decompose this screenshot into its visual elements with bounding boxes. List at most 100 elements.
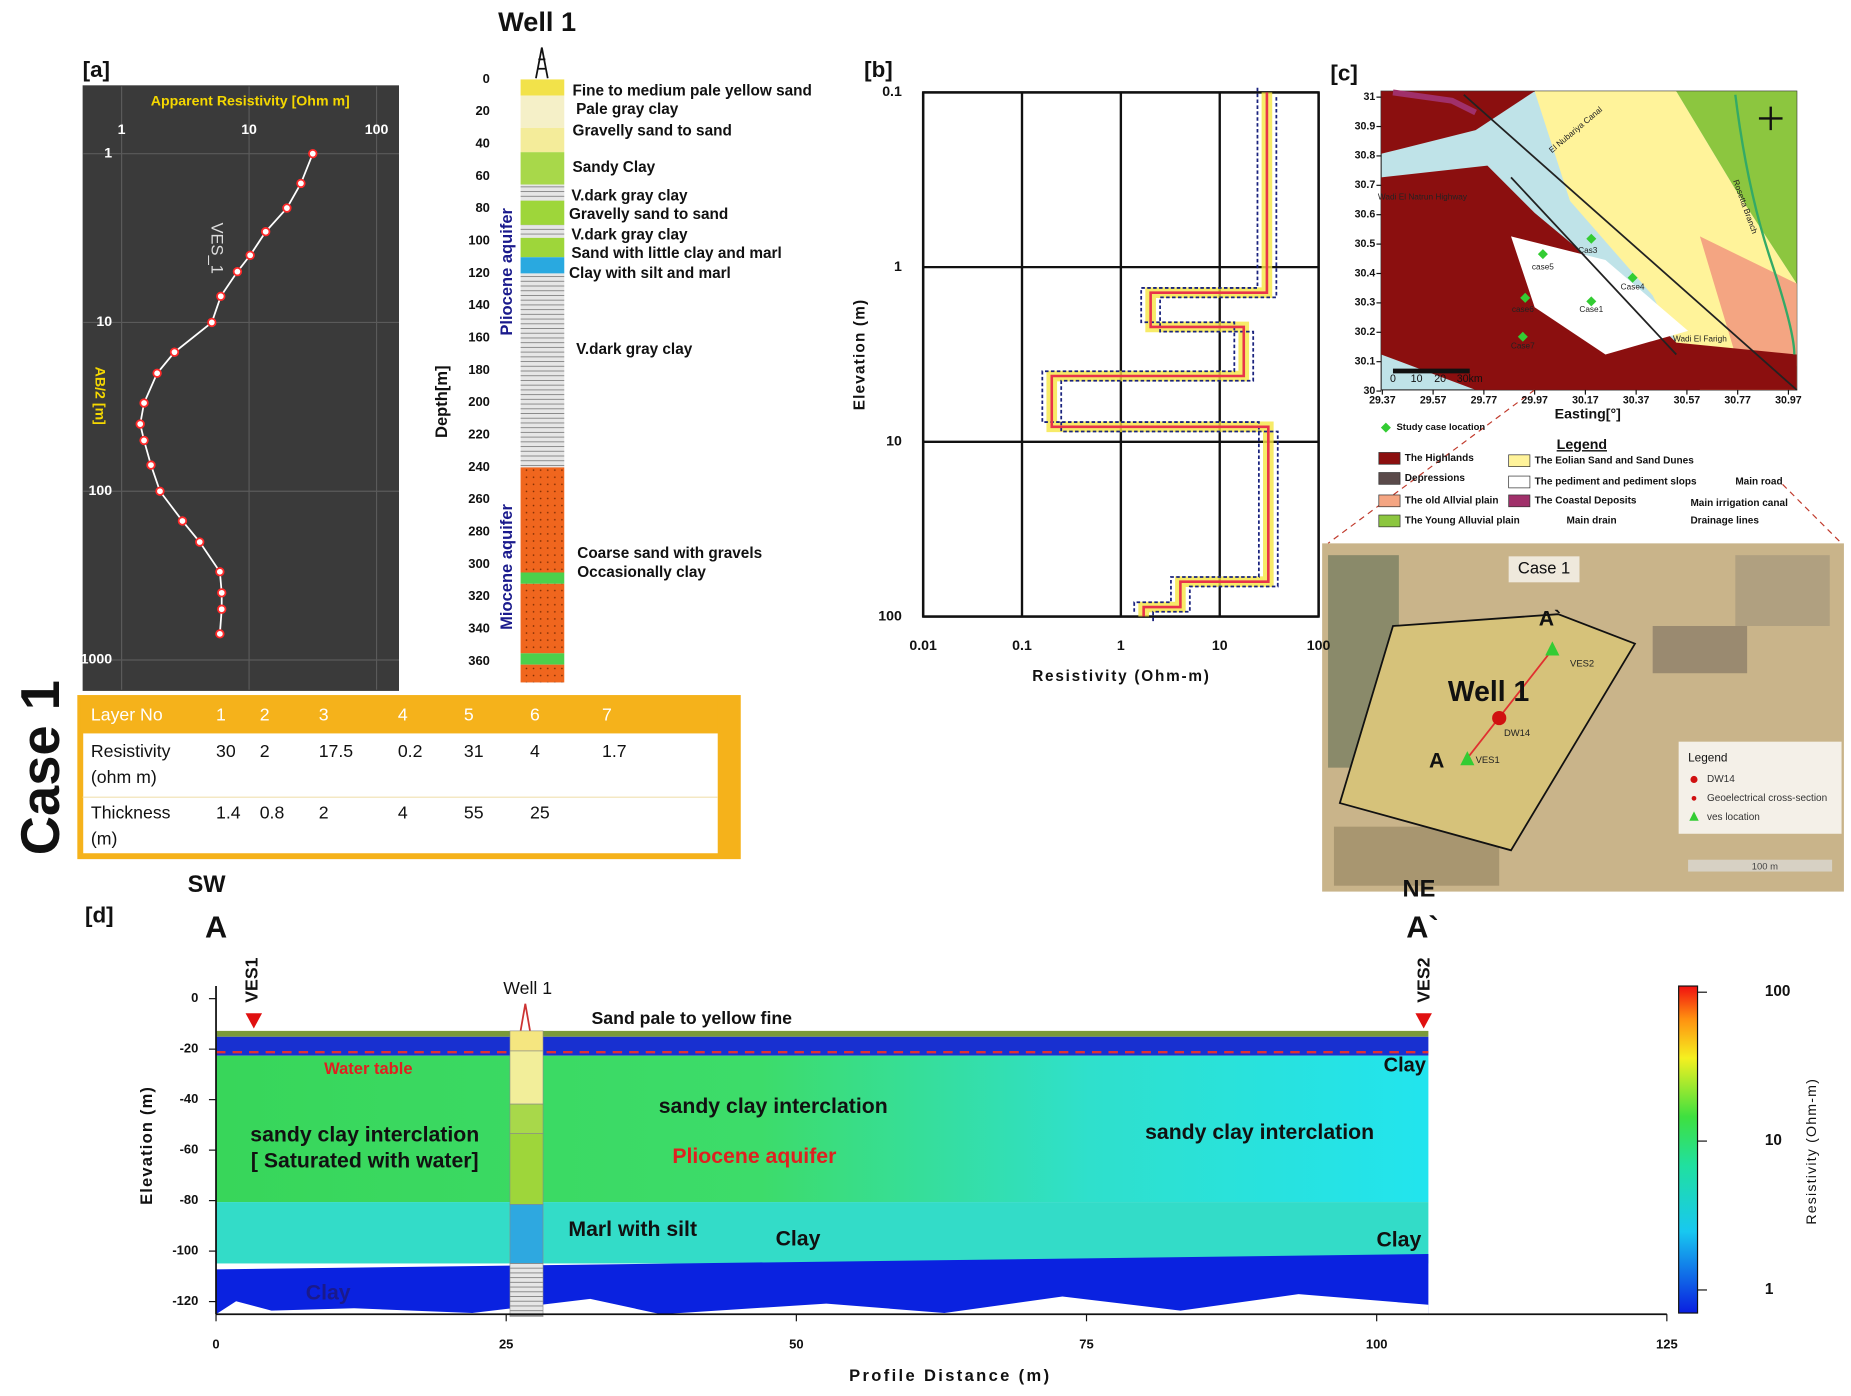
- lithology-layer: [520, 95, 565, 128]
- legend-swatch: [1508, 494, 1531, 508]
- satellite-scale-label: 100 m: [1752, 861, 1778, 872]
- section-layer: [216, 1202, 1429, 1264]
- section-label: Sand pale to yellow fine: [592, 1008, 793, 1028]
- colorbar-tick-label: 100: [1765, 983, 1791, 1000]
- map-legend-label: Main road: [1735, 477, 1782, 488]
- lithology-layer: [520, 127, 565, 153]
- y-tick-label: -80: [180, 1192, 199, 1207]
- x-tick-label: 75: [1079, 1336, 1093, 1351]
- table-row-label: (ohm m): [91, 767, 157, 787]
- colorbar-tick-label: 10: [1765, 1132, 1782, 1149]
- lithology-label: V.dark gray clay: [571, 226, 688, 243]
- map-road: [1463, 94, 1798, 391]
- table-header: 1: [216, 704, 226, 724]
- map-x-tick-label: 30.97: [1775, 394, 1802, 406]
- lithology-layer: [520, 79, 565, 96]
- case-label: Case 1: [10, 680, 71, 855]
- aquifer-label: Miocene aquifer: [497, 504, 516, 630]
- table-cell: 55: [464, 802, 484, 822]
- table-cell: 31: [464, 741, 484, 761]
- satellite-legend-title: Legend: [1688, 750, 1727, 764]
- map-y-tick-label: 30.9: [1355, 120, 1376, 132]
- lithology-layer: [520, 152, 565, 185]
- map-y-tick-label: 31: [1363, 91, 1375, 103]
- y-tick-label: 10: [96, 314, 112, 330]
- lithology-layer: [520, 653, 565, 665]
- section-label: sandy clay interclation: [250, 1123, 479, 1147]
- ves-marker: [1415, 1013, 1432, 1029]
- depth-tick-label: 240: [468, 459, 490, 474]
- x-tick-label: 0.01: [909, 638, 937, 654]
- table-row-label: Thickness: [91, 802, 171, 822]
- table-cell: 4: [398, 802, 408, 822]
- table-header: 6: [530, 704, 540, 724]
- map-place: Wadi El Natrun Highway: [1378, 193, 1468, 202]
- table-edge: [717, 698, 738, 857]
- ves-point: [139, 435, 149, 446]
- map-zone: [1381, 91, 1535, 154]
- table-cell: 2: [319, 802, 329, 822]
- depth-tick-label: 260: [468, 491, 490, 506]
- map-legend-label: Study case location: [1397, 422, 1486, 433]
- map-y-tick-label: 30.8: [1355, 150, 1376, 162]
- map-legend-label: The Young Alluvial plain: [1405, 516, 1520, 527]
- well-column: [509, 1133, 544, 1205]
- table-header: Layer No: [91, 704, 163, 724]
- depth-tick-label: 120: [468, 265, 490, 280]
- x-axis-label: Profile Distance (m): [849, 1366, 1051, 1385]
- y-axis-label: Elevation (m): [137, 1086, 156, 1205]
- lithology-label: V.dark gray clay: [576, 341, 693, 358]
- well-column: [509, 1204, 544, 1264]
- ves-point: [177, 516, 188, 526]
- map-x-tick-label: 30.77: [1724, 394, 1751, 406]
- x-axis-label: Apparent Resistivity [Ohm m]: [151, 94, 350, 110]
- map-place: Case7: [1511, 341, 1535, 350]
- table-header: 7: [602, 704, 612, 724]
- x-tick-label: 50: [789, 1336, 803, 1351]
- y-tick-label: 0.1: [882, 84, 902, 100]
- satellite-label: DW14: [1504, 728, 1530, 739]
- zoom-line: [1327, 389, 1842, 544]
- satellite-feature: [1735, 555, 1830, 626]
- y-tick-label: 100: [89, 483, 113, 499]
- lithology-label: Occasionally clay: [577, 564, 706, 581]
- depth-tick-label: 200: [468, 394, 490, 409]
- section-label: A: [205, 909, 227, 944]
- section-label: Marl with silt: [568, 1217, 697, 1241]
- ves-point: [169, 347, 180, 357]
- y-axis-label: Elevation (m): [852, 299, 869, 411]
- section-label: Clay: [1384, 1055, 1427, 1077]
- map-legend-label: Main irrigation canal: [1690, 498, 1788, 509]
- x-tick-label: 1: [1117, 638, 1125, 654]
- depth-tick-label: 300: [468, 556, 490, 571]
- section-label: SW: [188, 872, 227, 898]
- section-label: A`: [1406, 909, 1438, 944]
- ves-point: [261, 227, 271, 237]
- satellite-legend-label: Geoelectrical cross-section: [1707, 793, 1827, 804]
- map-x-tick-label: 29.97: [1521, 394, 1548, 406]
- map-x-tick-label: 29.77: [1471, 394, 1498, 406]
- x-tick-label: 100: [365, 122, 389, 138]
- legend-swatch: [1378, 452, 1401, 465]
- map-zone: [1392, 89, 1477, 116]
- map-legend-label: Depressions: [1405, 473, 1466, 484]
- legend-symbol: [1689, 811, 1699, 821]
- x-tick-label: 1: [118, 122, 126, 138]
- scale-label: 0: [1390, 373, 1396, 385]
- well-marker: [1492, 710, 1507, 726]
- model-band: [1046, 92, 1274, 617]
- ves-marker: [1460, 751, 1475, 766]
- section-label: sandy clay interclation: [659, 1094, 888, 1118]
- legend-symbol: [1691, 795, 1697, 801]
- lithology-layer: [520, 224, 565, 238]
- y-axis-label: AB/2 [m]: [91, 367, 107, 425]
- model-line: [1050, 92, 1270, 617]
- x-tick-label: 0.1: [1012, 638, 1032, 654]
- lithology-layer: [520, 467, 565, 573]
- lithology-layer: [520, 273, 565, 468]
- map-zone: [1699, 236, 1797, 367]
- map-y-tick-label: 30.6: [1355, 209, 1376, 221]
- map-y-tick-label: 30.7: [1355, 179, 1376, 191]
- map-y-tick-label: 30.5: [1355, 238, 1376, 250]
